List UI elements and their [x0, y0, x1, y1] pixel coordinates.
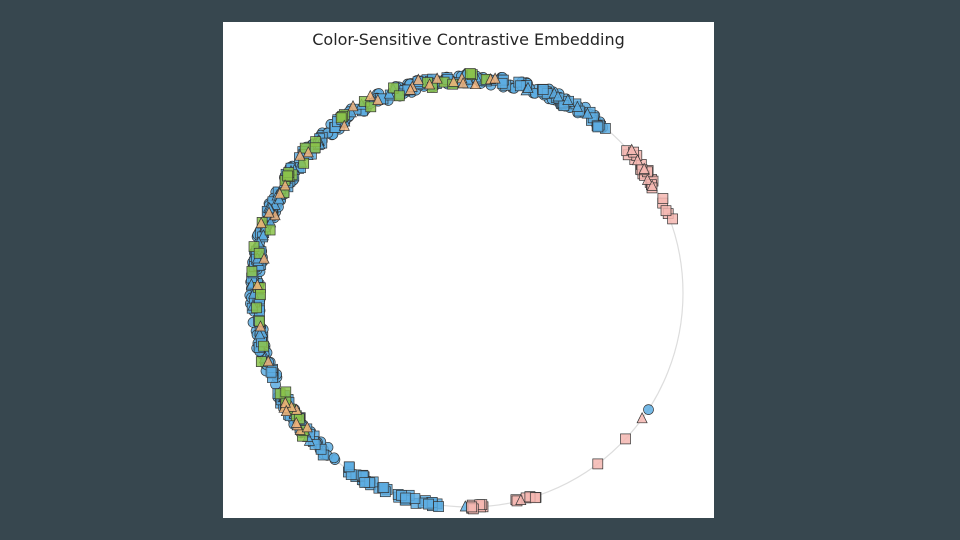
data-point-triangle [347, 100, 359, 112]
data-point-triangle [301, 421, 313, 433]
data-point-circle [328, 452, 340, 464]
data-point-triangle [251, 278, 263, 290]
data-point-triangle [431, 72, 443, 84]
data-point-square [335, 112, 347, 124]
data-point-square [400, 492, 412, 504]
data-point-circle [643, 404, 654, 415]
data-point-triangle [636, 412, 648, 424]
data-point-square [466, 501, 478, 513]
data-point-triangle [626, 143, 638, 155]
data-point-square [660, 205, 672, 217]
data-point-triangle [581, 107, 593, 119]
data-point-square [251, 302, 262, 314]
data-point-triangle [254, 328, 266, 340]
data-point-square [246, 266, 258, 277]
data-point-triangle [638, 162, 650, 174]
data-point-triangle [279, 179, 291, 191]
data-point-square [620, 433, 631, 445]
data-point-triangle [254, 320, 267, 332]
data-point-square [388, 82, 399, 94]
data-point-triangle [448, 75, 460, 87]
data-point-triangle [262, 355, 274, 367]
data-point-square [433, 501, 444, 512]
data-point-square [378, 482, 390, 493]
data-point-triangle [522, 81, 534, 93]
data-point-square [409, 493, 421, 504]
data-point-triangle [457, 77, 469, 89]
data-point-triangle [290, 416, 302, 428]
data-point-triangle [412, 73, 424, 85]
data-point-triangle [258, 252, 270, 264]
data-point-square [309, 142, 321, 154]
data-point-triangle [515, 493, 527, 505]
data-point-square [264, 224, 276, 236]
data-point-triangle [280, 404, 292, 417]
data-point-square [657, 193, 669, 204]
chart-figure: Color-Sensitive Contrastive Embedding [223, 22, 714, 518]
data-point-triangle [562, 93, 574, 105]
data-point-triangle [364, 89, 376, 101]
data-point-square [282, 170, 293, 182]
data-point-square [280, 386, 292, 398]
scatter-plot [244, 68, 684, 515]
data-point-triangle [489, 72, 501, 84]
data-point-square [393, 90, 405, 102]
data-point-triangle [469, 77, 482, 90]
data-point-triangle [294, 149, 306, 161]
data-point-triangle [641, 173, 654, 185]
chart-title: Color-Sensitive Contrastive Embedding [312, 30, 625, 49]
data-point-triangle [372, 93, 384, 105]
data-point-triangle [631, 154, 644, 166]
data-point-square [359, 477, 371, 488]
data-point-square [343, 461, 355, 473]
data-point-square [265, 366, 277, 378]
data-point-triangle [646, 179, 658, 191]
data-point-triangle [404, 83, 416, 95]
data-point-triangle [552, 90, 564, 102]
data-point-square [464, 68, 476, 79]
data-point-square [529, 492, 541, 504]
data-point-square [423, 498, 434, 510]
data-point-square [365, 101, 377, 113]
data-point-square [558, 100, 570, 112]
data-point-triangle [302, 146, 314, 158]
data-point-triangle [274, 187, 286, 199]
data-point-triangle [263, 206, 275, 218]
data-point-square [255, 289, 266, 300]
data-point-square [592, 121, 604, 133]
data-point-triangle [273, 193, 285, 205]
data-point-square [537, 84, 549, 95]
data-point-square [258, 340, 269, 352]
data-point-triangle [571, 100, 583, 112]
data-point-square [667, 213, 678, 225]
data-point-triangle [255, 216, 267, 229]
data-point-triangle [338, 119, 350, 131]
data-point-triangle [424, 78, 436, 90]
data-point-square [592, 458, 604, 470]
